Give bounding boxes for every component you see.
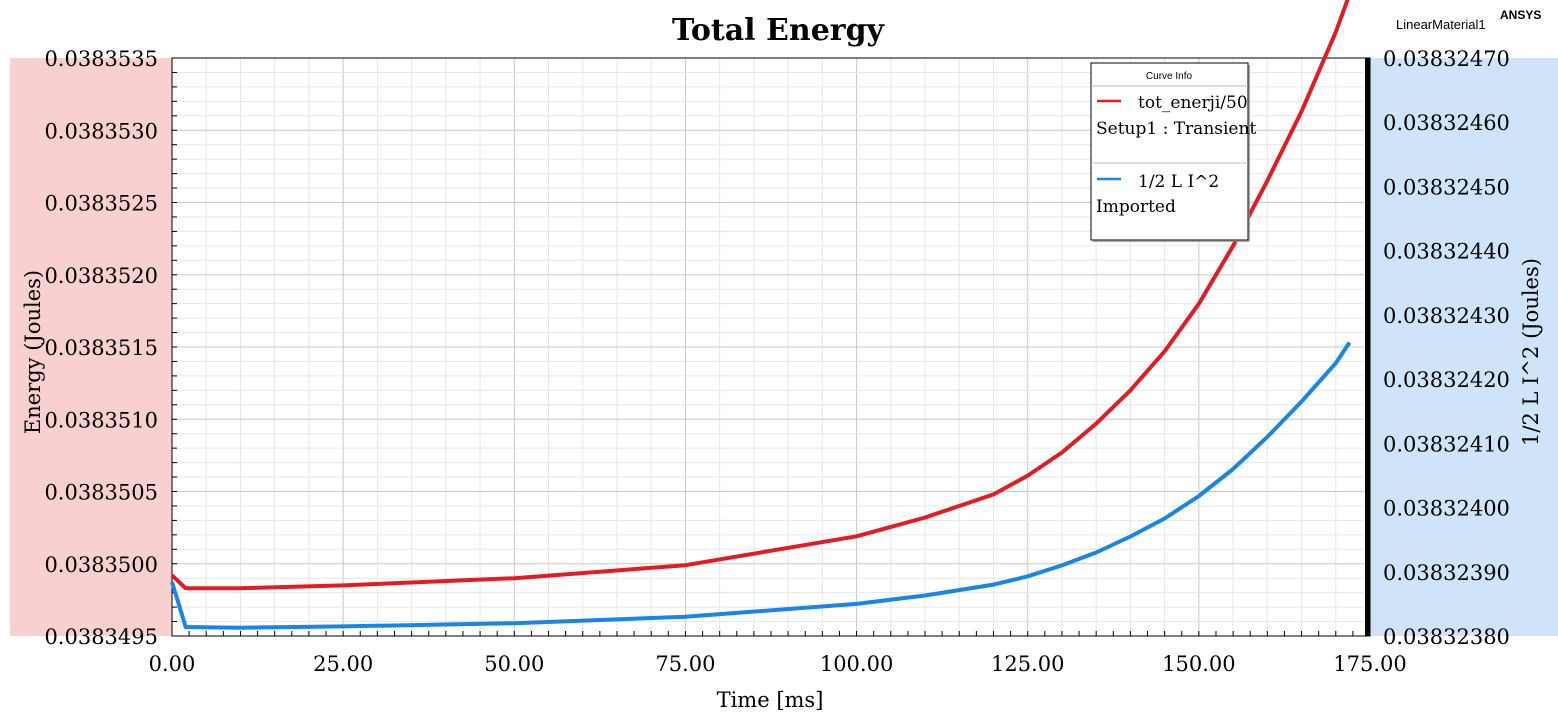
legend-title: Curve Info [1146,71,1193,82]
y-right-tick-label: 0.03832400 [1383,497,1510,521]
y-right-tick-labels: 0.03832470 0.03832460 0.03832450 0.03832440… [1383,47,1510,649]
y-right-tick-label: 0.03832470 [1383,47,1510,71]
x-tick-label: 125.00 [991,652,1064,676]
legend-entry-1-name: tot_enerji/50 [1138,93,1248,113]
grid [171,57,1371,637]
series-group [170,0,1352,630]
y-left-tick-label: 0.0383530 [44,119,158,143]
series-line-1 [170,0,1350,591]
right-axis-band [1370,58,1558,636]
y-left-tick-label: 0.0383535 [44,47,158,71]
y-left-tick-labels: 0.0383535 0.0383530 0.0383525 0.0383520 0.03… [44,47,158,649]
y-left-tick-label: 0.0383525 [44,192,158,216]
x-tick-labels: 0.00 25.00 50.00 75.00 100.00 125.00 150.00 175… [149,652,1407,676]
x-tick-label: 0.00 [149,652,196,676]
brand-label: ANSYS [1500,8,1541,22]
legend-entry-2-source: Imported [1096,197,1176,217]
x-tick-label: 75.00 [655,652,715,676]
x-tick-label: 25.00 [313,652,373,676]
y-left-axis-label: Energy (Joules) [21,270,45,434]
y-left-tick-label: 0.0383500 [44,553,158,577]
y-left-tick-label: 0.0383495 [44,625,158,649]
y-right-tick-label: 0.03832460 [1383,111,1510,135]
x-tick-label: 175.00 [1333,652,1406,676]
series-line-2 [170,341,1352,630]
chart-title: Total Energy [672,13,886,48]
y-right-tick-label: 0.03832440 [1383,240,1510,264]
x-tick-label: 100.00 [820,652,893,676]
y-right-tick-label: 0.03832450 [1383,175,1510,199]
left-axis-band [10,58,172,636]
x-tick-label: 150.00 [1162,652,1235,676]
y-right-tick-label: 0.03832390 [1383,561,1510,585]
y-left-tick-label: 0.0383510 [44,408,158,432]
legend-entry-2-name: 1/2 L I^2 [1138,172,1219,192]
design-name: LinearMaterial1 [1396,17,1486,32]
x-axis-label: Time [ms] [717,688,824,712]
x-tick-label: 50.00 [484,652,544,676]
y-right-tick-label: 0.03832410 [1383,432,1510,456]
y-left-tick-label: 0.0383520 [44,264,158,288]
legend[interactable]: Curve Info tot_enerji/50 Setup1 : Transi… [1090,62,1256,242]
y-left-tick-label: 0.0383505 [44,481,158,505]
legend-entry-1-source: Setup1 : Transient [1096,119,1256,139]
legend-box [1090,62,1249,241]
y-right-tick-label: 0.03832430 [1383,304,1510,328]
y-right-tick-label: 0.03832380 [1383,625,1510,649]
y-right-axis-label: 1/2 L I^2 (Joules) [1519,258,1543,446]
minor-ticks [171,57,1371,637]
y-right-tick-label: 0.03832420 [1383,368,1510,392]
y-left-tick-label: 0.0383515 [44,336,158,360]
